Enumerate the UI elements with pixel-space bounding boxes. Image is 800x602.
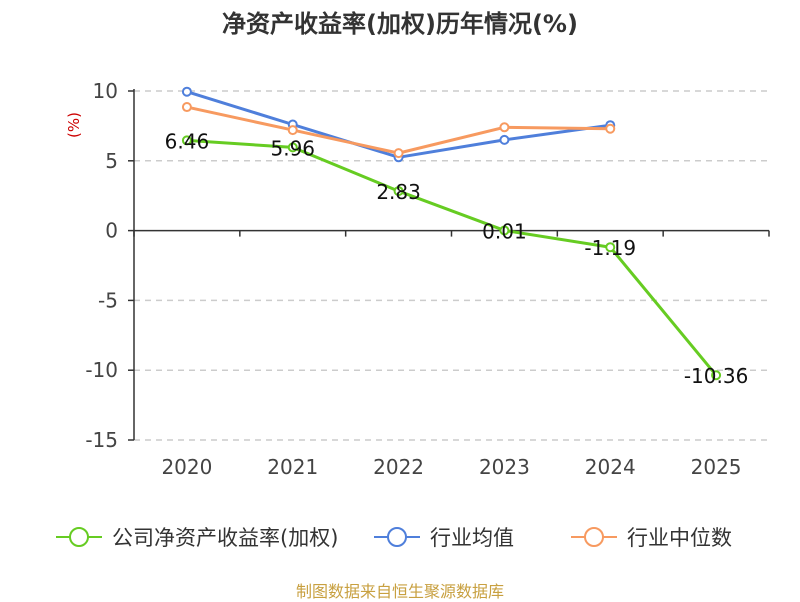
x-tick-label: 2023	[479, 455, 530, 479]
data-label: 2.83	[376, 180, 421, 204]
legend[interactable]: 公司净资产收益率(加权) 行业均值 行业中位数	[56, 526, 732, 550]
x-tick-label: 2021	[267, 455, 318, 479]
data-point[interactable]	[499, 225, 510, 236]
axis-layer: 10 5 0 -5 -10 -15 2020 2021 2022 2023 2024 2025	[85, 79, 770, 479]
y-tick-label: 10	[93, 79, 118, 103]
grid-layer	[134, 90, 769, 441]
x-tick-label: 2024	[585, 455, 636, 479]
data-point[interactable]	[287, 125, 298, 136]
y-tick-label: -10	[85, 358, 118, 382]
legend-item[interactable]: 公司净资产收益率(加权)	[56, 526, 338, 550]
y-tick-label: -15	[85, 428, 118, 452]
legend-label: 行业均值	[430, 526, 514, 550]
legend-marker	[69, 527, 89, 547]
y-tick-label: 0	[105, 219, 118, 243]
legend-label: 公司净资产收益率(加权)	[112, 526, 338, 550]
legend-item[interactable]: 行业均值	[374, 526, 514, 550]
legend-item[interactable]: 行业中位数	[571, 526, 732, 550]
data-point[interactable]	[181, 102, 192, 113]
data-point[interactable]	[393, 148, 404, 159]
x-tick-label: 2020	[161, 455, 212, 479]
source-note: 制图数据来自恒生聚源数据库	[295, 582, 504, 601]
data-point[interactable]	[711, 370, 722, 381]
data-point[interactable]	[499, 122, 510, 133]
series-line	[186, 90, 611, 159]
chart-title: 净资产收益率(加权)历年情况(%)	[222, 10, 578, 38]
data-point[interactable]	[605, 242, 616, 253]
data-label: -1.19	[584, 236, 636, 260]
data-point[interactable]	[181, 135, 192, 146]
series-line	[186, 138, 718, 377]
data-point[interactable]	[287, 142, 298, 153]
x-tick-label: 2025	[691, 455, 742, 479]
data-label: 0.01	[482, 219, 527, 243]
legend-marker	[387, 527, 407, 547]
y-axis-label: (%)	[65, 112, 83, 138]
y-tick-label: 5	[105, 149, 118, 173]
data-point[interactable]	[605, 123, 616, 134]
data-label: 5.96	[270, 136, 315, 160]
legend-marker	[584, 527, 604, 547]
legend-label: 行业中位数	[627, 526, 732, 550]
data-point[interactable]	[499, 134, 510, 145]
label-layer: 6.46 5.96 2.83 0.01 -1.19 -10.36	[165, 129, 749, 388]
series-layer	[181, 86, 722, 381]
data-point[interactable]	[393, 186, 404, 197]
data-label: -10.36	[684, 364, 748, 388]
series-line	[186, 105, 611, 155]
x-tick-label: 2022	[373, 455, 424, 479]
data-point[interactable]	[181, 86, 192, 97]
data-label: 6.46	[165, 129, 210, 153]
y-tick-label: -5	[98, 288, 118, 312]
